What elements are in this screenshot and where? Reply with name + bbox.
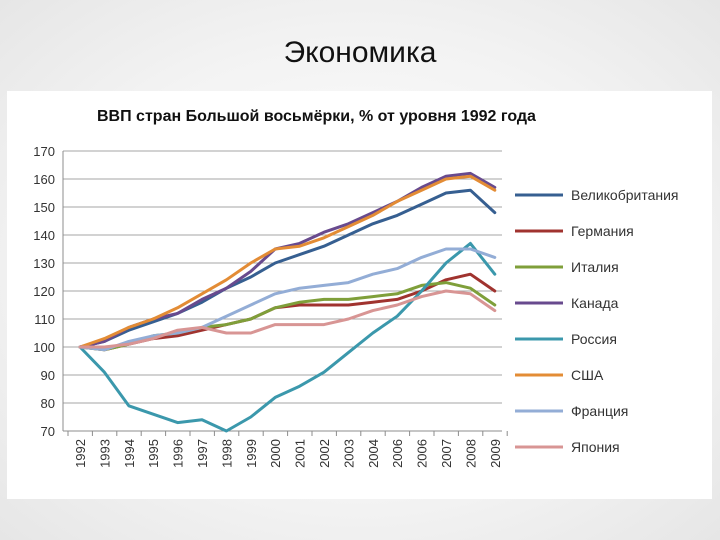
x-tick-label: 2002 xyxy=(317,439,332,468)
x-tick-label: 1995 xyxy=(146,439,161,468)
grid-layer xyxy=(63,150,502,432)
y-tick-label: 110 xyxy=(34,312,55,327)
series-line-7 xyxy=(78,247,497,352)
x-tick-label: 1998 xyxy=(219,439,234,468)
y-tick-label: 150 xyxy=(33,200,55,215)
x-tick-label: 2000 xyxy=(268,439,283,468)
x-tick-label: 2008 xyxy=(463,439,478,468)
line-chart: ВВП стран Большой восьмёрки, % от уровня… xyxy=(33,108,679,468)
chart-container: ВВП стран Большой восьмёрки, % от уровня… xyxy=(7,91,712,499)
y-tick-label: 80 xyxy=(41,396,55,411)
x-tick-label: 1996 xyxy=(171,439,186,468)
series-line-6 xyxy=(78,174,497,349)
y-tick-label: 70 xyxy=(41,424,55,439)
series-line-1 xyxy=(78,188,497,349)
y-tick-label: 100 xyxy=(33,340,55,355)
x-tick-label: 2001 xyxy=(293,439,308,468)
legend-label: Германия xyxy=(571,223,634,239)
x-tick-label: 2007 xyxy=(439,439,454,468)
series-line-5 xyxy=(78,241,497,433)
x-tick-label: 1994 xyxy=(122,439,137,468)
y-tick-label: 130 xyxy=(33,256,55,271)
legend-label: Япония xyxy=(571,439,620,455)
axis-layer: 70 80 90 100 110 120 130 140 150 160 170 1992 1993 19… xyxy=(33,144,508,468)
x-tick-label: 1997 xyxy=(195,439,210,468)
legend-label: Россия xyxy=(571,331,617,347)
x-tick-label: 1992 xyxy=(73,439,88,468)
x-tick-label: 2006 xyxy=(415,439,430,468)
legend: Великобритания Германия Италия Канада Россия… xyxy=(515,187,679,455)
chart-title: ВВП стран Большой восьмёрки, % от уровня… xyxy=(97,108,536,125)
y-tick-label: 170 xyxy=(33,144,55,159)
x-tick-label: 1999 xyxy=(244,439,259,468)
x-tick-label: 2004 xyxy=(366,439,381,468)
y-tick-label: 120 xyxy=(33,284,55,299)
legend-label: Франция xyxy=(571,403,628,419)
x-tick-label: 2006 xyxy=(390,439,405,468)
x-tick-label: 2003 xyxy=(341,439,356,468)
series-layer xyxy=(78,171,497,433)
y-tick-label: 160 xyxy=(33,172,55,187)
legend-label: Великобритания xyxy=(571,187,679,203)
slide-title: Экономика xyxy=(283,36,437,69)
x-tick-label: 2009 xyxy=(488,439,503,468)
series-line-8 xyxy=(78,289,497,349)
legend-label: Италия xyxy=(571,259,619,275)
legend-label: Канада xyxy=(571,295,619,311)
x-tick-label: 1993 xyxy=(97,439,112,468)
y-tick-label: 140 xyxy=(33,228,55,243)
y-tick-label: 90 xyxy=(41,368,55,383)
legend-label: США xyxy=(571,367,604,383)
